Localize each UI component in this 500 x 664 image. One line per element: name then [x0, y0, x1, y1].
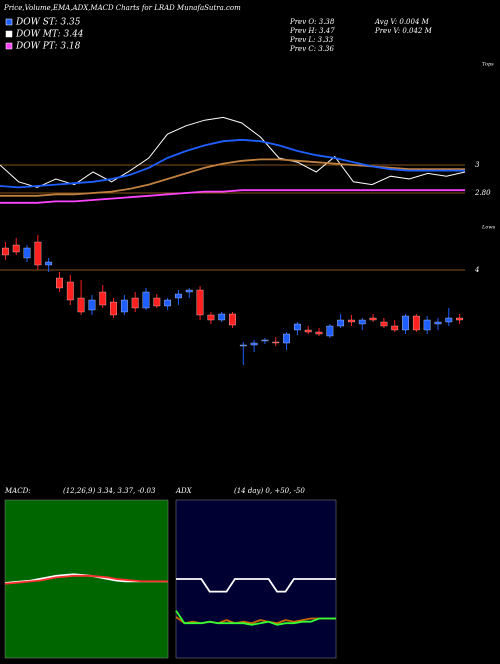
legend-swatch: [5, 30, 13, 38]
candle-body: [283, 333, 290, 344]
panel-background: [4, 499, 169, 659]
candle-body: [456, 317, 463, 321]
candle-body: [434, 321, 442, 325]
tops-label: Tops: [482, 62, 494, 68]
series-line: [176, 578, 336, 593]
candle-body: [304, 329, 312, 333]
legend-label: DOW ST: 3.35: [15, 18, 81, 28]
candle-body: [142, 291, 150, 309]
candle-body: [120, 299, 128, 313]
candle-body: [358, 319, 366, 325]
candle-body: [164, 299, 172, 307]
candle-body: [337, 319, 345, 327]
candle-body: [326, 325, 334, 337]
prev-low: Prev L: 3.33: [289, 36, 334, 44]
candle-body: [88, 299, 96, 311]
candle-body: [34, 241, 42, 266]
y-tick-label: 4: [474, 266, 479, 274]
candle-body: [445, 317, 453, 323]
panel-title: MACD:: [4, 487, 31, 495]
candle-body: [185, 289, 193, 293]
candle-body: [131, 297, 139, 309]
series-line: [0, 158, 465, 197]
legend-swatch: [5, 42, 13, 50]
candle-body: [175, 293, 182, 299]
candle-body: [380, 321, 388, 327]
series-line: [0, 138, 465, 189]
candle-body: [12, 244, 20, 253]
candle-body: [348, 319, 355, 323]
candle-body: [272, 341, 280, 344]
legend-label: DOW MT: 3.44: [15, 30, 84, 40]
legend-label: DOW PT: 3.18: [15, 42, 81, 52]
candle-body: [23, 247, 31, 259]
candle-body: [45, 261, 53, 266]
candle-body: [250, 342, 258, 346]
candle-body: [412, 315, 420, 331]
series-line: [175, 610, 336, 626]
candle-body: [315, 331, 323, 335]
candle-body: [239, 344, 247, 347]
y-tick-label: 3: [475, 161, 480, 169]
legend-swatch: [5, 18, 13, 26]
panel-subtitle: (12,26,9) 3.34, 3.37, -0.03: [63, 487, 156, 495]
header: Price,Volume,EMA,ADX,MACD Charts for LRA…: [3, 4, 241, 12]
prev-open: Prev O: 3.38: [289, 18, 335, 26]
candle-body: [218, 313, 226, 321]
candle-body: [66, 281, 74, 301]
candle-body: [261, 339, 269, 342]
candle-body: [196, 289, 204, 316]
candle-body: [402, 315, 409, 331]
prev-volume: Prev V: 0.042 M: [374, 27, 433, 35]
series-line: [0, 189, 465, 204]
candle-body: [391, 325, 399, 331]
prev-high: Prev H: 3.47: [289, 27, 335, 35]
candle-body: [56, 277, 63, 289]
candle-body: [293, 323, 301, 331]
panel-title: ADX: [175, 487, 193, 495]
candle-body: [77, 297, 85, 313]
prev-close: Prev C: 3.36: [289, 45, 334, 53]
candle-body: [229, 313, 236, 326]
series-line: [0, 116, 466, 188]
lows-label: Lows: [481, 225, 496, 231]
candle-body: [207, 314, 215, 321]
candle-body: [99, 291, 107, 306]
panel-subtitle: (14 day) 0, +50, -50: [234, 487, 305, 495]
candle-body: [153, 297, 161, 307]
candle-body: [2, 247, 9, 256]
series-line: [4, 574, 168, 585]
candle-body: [369, 317, 377, 321]
candle-body: [110, 301, 117, 316]
candle-body: [423, 319, 431, 331]
avg-volume: Avg V: 0.004 M: [374, 18, 430, 26]
y-tick-label: 2.80: [474, 189, 491, 197]
